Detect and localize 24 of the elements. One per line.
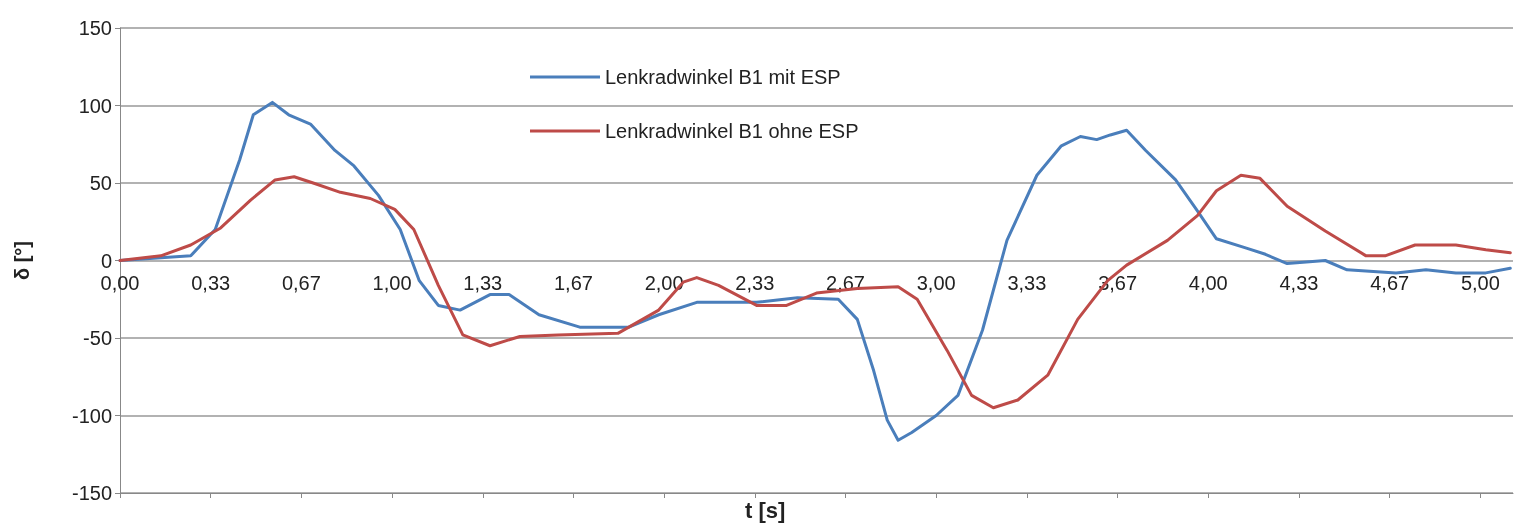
x-tick-label: 2,33	[735, 271, 775, 294]
y-tick-label: 0	[100, 249, 112, 272]
x-tick-label: 0,00	[100, 271, 140, 294]
x-tick-label: 3,00	[916, 271, 956, 294]
x-tick-label: 0,33	[191, 271, 231, 294]
x-tick-label: 1,00	[372, 271, 412, 294]
y-axis-title: δ [°]	[11, 240, 33, 281]
y-tick-label: -150	[71, 482, 112, 504]
y-tick-label: 150	[78, 17, 112, 39]
y-tick-label: 100	[78, 94, 112, 117]
y-tick-label: -100	[71, 404, 112, 427]
x-tick-label: 0,67	[281, 271, 321, 294]
x-tick-label: 4,67	[1370, 271, 1410, 294]
y-tick-label: 50	[89, 172, 112, 194]
x-tick-label: 1,67	[553, 271, 593, 294]
x-tick-label: 1,33	[463, 271, 503, 294]
x-tick-label: 4,33	[1279, 271, 1319, 294]
legend-label: Lenkradwinkel B1 ohne ESP	[605, 120, 859, 142]
x-tick-label: 3,33	[1007, 271, 1047, 294]
legend-label: Lenkradwinkel B1 mit ESP	[605, 66, 841, 88]
x-axis-title: t [s]	[745, 497, 786, 523]
y-tick-label: -50	[83, 327, 112, 349]
x-tick-label: 4,00	[1188, 271, 1228, 294]
x-tick-label: 5,00	[1460, 271, 1500, 294]
